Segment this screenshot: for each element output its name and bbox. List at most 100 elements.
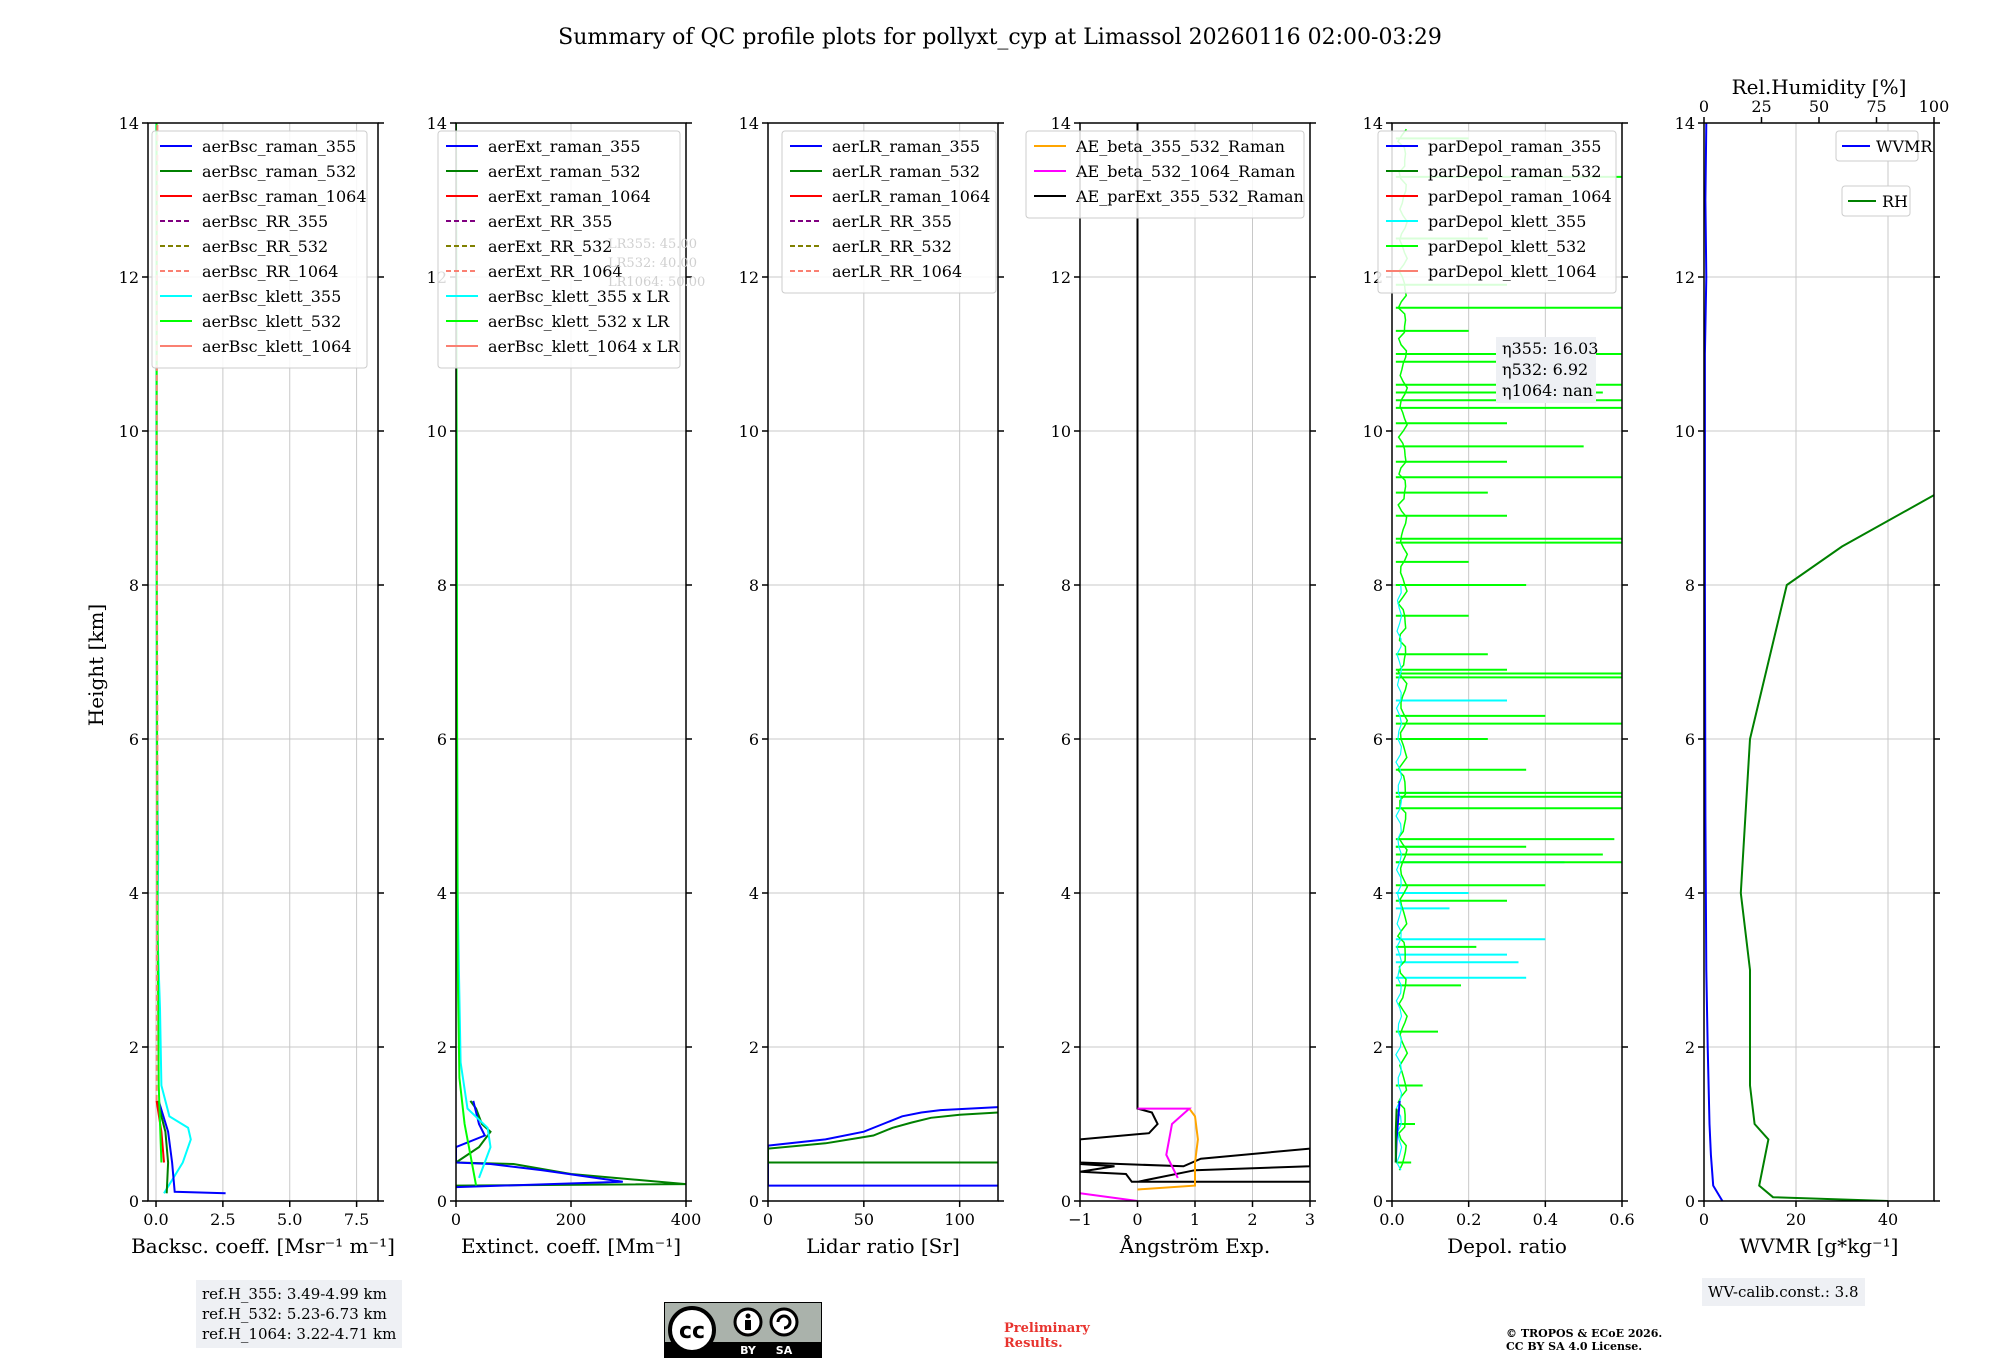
legend-label-aerLR_raman_1064: aerLR_raman_1064 bbox=[832, 187, 990, 206]
legend-angstrom: AE_beta_355_532_Raman AE_beta_532_1064_Ra… bbox=[1025, 130, 1305, 219]
frame-depol bbox=[1391, 122, 1623, 1202]
legend-label-aerLR_RR_355: aerLR_RR_355 bbox=[832, 212, 952, 231]
x-tick-label: 0.2 bbox=[1456, 1210, 1481, 1229]
wv-calibration-box: WV-calib.const.: 3.8 bbox=[1702, 1278, 1865, 1306]
frame-lidar_ratio bbox=[767, 122, 999, 1202]
y-tick-label: 14 bbox=[1363, 114, 1383, 133]
y-tick-label: 0 bbox=[437, 1192, 447, 1211]
y-tick-label: 14 bbox=[1675, 114, 1695, 133]
legend-label-AE_parExt_355_532_Raman: AE_parExt_355_532_Raman bbox=[1075, 187, 1304, 206]
y-tick-label: 14 bbox=[427, 114, 447, 133]
series-line-aerExt_raman_532 bbox=[456, 1100, 686, 1187]
y-tick-label: 6 bbox=[1685, 730, 1695, 749]
legend-label-aerBsc_klett_355 x LR: aerBsc_klett_355 x LR bbox=[488, 287, 670, 306]
cc-license-logo: cc BY SA bbox=[664, 1302, 822, 1358]
x-tick-label: 50 bbox=[854, 1210, 874, 1229]
svg-text:cc: cc bbox=[679, 1319, 705, 1344]
x-tick-label: 2 bbox=[1247, 1210, 1257, 1229]
depol-532-baseline bbox=[1396, 128, 1409, 1171]
cc-by-text: BY bbox=[740, 1344, 757, 1357]
y-tick-label: 2 bbox=[1061, 1038, 1071, 1057]
legend-label-aerExt_RR_355: aerExt_RR_355 bbox=[488, 212, 612, 231]
legend-label-parDepol_klett_532: parDepol_klett_532 bbox=[1428, 237, 1586, 256]
panel-lidar_ratio: 0 2 4 6 8 10 12 14 0 50 100 Lidar ratio [Sr] aerLR_r… bbox=[739, 114, 1004, 1258]
y-tick-label: 0 bbox=[1373, 1192, 1383, 1211]
series-line-AE_beta_532_1064_Raman bbox=[1137, 1107, 1192, 1179]
depol-355-baseline bbox=[1395, 584, 1403, 1171]
legend-label-parDepol_klett_355: parDepol_klett_355 bbox=[1428, 212, 1586, 231]
lr-annotation-0: LR355: 45.00 bbox=[608, 237, 697, 252]
legend-label-aerExt_RR_532: aerExt_RR_532 bbox=[488, 237, 612, 256]
y-tick-label: 2 bbox=[129, 1038, 139, 1057]
legend-label-AE_beta_532_1064_Raman: AE_beta_532_1064_Raman bbox=[1075, 162, 1295, 181]
top-x-tick-label: 100 bbox=[1919, 97, 1950, 116]
legend-box bbox=[1025, 130, 1305, 219]
top-x-tick-label: 75 bbox=[1866, 97, 1886, 116]
depol-spikes bbox=[1395, 128, 1622, 1171]
y-tick-label: 6 bbox=[437, 730, 447, 749]
lr-annotation-1: LR532: 40.00 bbox=[608, 256, 697, 271]
y-tick-label: 0 bbox=[1061, 1192, 1071, 1211]
y-tick-label: 12 bbox=[1675, 268, 1695, 287]
legend-box bbox=[1377, 130, 1617, 294]
y-tick-label: 8 bbox=[1685, 576, 1695, 595]
copyright-line-1: © TROPOS & ECoE 2026. bbox=[1506, 1327, 1663, 1340]
series-depol bbox=[1394, 1100, 1401, 1163]
y-tick-label: 0 bbox=[749, 1192, 759, 1211]
series-extinction bbox=[456, 123, 686, 1189]
x-axis-label-extinction: Extinct. coeff. [Mm⁻¹] bbox=[461, 1234, 681, 1258]
legend-label-aerBsc_raman_1064: aerBsc_raman_1064 bbox=[202, 187, 367, 206]
series-backscatter bbox=[155, 123, 226, 1195]
legend-label-parDepol_raman_355: parDepol_raman_355 bbox=[1428, 137, 1601, 156]
y-tick-label: 4 bbox=[1061, 884, 1071, 903]
x-tick-label: 200 bbox=[556, 1210, 587, 1229]
legend-label-parDepol_klett_1064: parDepol_klett_1064 bbox=[1428, 262, 1597, 281]
legend-label-aerBsc_klett_532 x LR: aerBsc_klett_532 x LR bbox=[488, 312, 670, 331]
x-tick-label: 7.5 bbox=[344, 1210, 369, 1229]
legend-label-RH: RH bbox=[1882, 192, 1908, 211]
y-tick-label: 2 bbox=[437, 1038, 447, 1057]
series-angstrom bbox=[1080, 123, 1310, 1201]
series-line-aerBsc_klett_532 bbox=[155, 123, 163, 1163]
frame-wvmr bbox=[1703, 122, 1935, 1202]
legend-label-aerLR_RR_1064: aerLR_RR_1064 bbox=[832, 262, 962, 281]
x-axis-label-lidar_ratio: Lidar ratio [Sr] bbox=[806, 1234, 960, 1258]
y-tick-label: 14 bbox=[1051, 114, 1071, 133]
x-axis-label-wvmr: WVMR [g*kg⁻¹] bbox=[1740, 1234, 1899, 1258]
y-tick-label: 10 bbox=[1363, 422, 1383, 441]
x-tick-label: 0 bbox=[763, 1210, 773, 1229]
y-tick-label: 12 bbox=[119, 268, 139, 287]
series-line-RH bbox=[1739, 494, 1934, 1201]
y-tick-label: 10 bbox=[427, 422, 447, 441]
copyright-note: © TROPOS & ECoE 2026. CC BY SA 4.0 Licen… bbox=[1506, 1327, 1662, 1353]
legend-label-AE_beta_355_532_Raman: AE_beta_355_532_Raman bbox=[1075, 137, 1285, 156]
series-line-aerLR_raman_355 bbox=[768, 1106, 998, 1187]
wv-calibration-text: WV-calib.const.: 3.8 bbox=[1708, 1283, 1859, 1301]
x-tick-label: 0.4 bbox=[1533, 1210, 1558, 1229]
preliminary-results-note: Preliminary Results. bbox=[1004, 1321, 1090, 1351]
ref-height-1064: ref.H_1064: 3.22-4.71 km bbox=[202, 1325, 397, 1343]
series-line-WVMR bbox=[1704, 123, 1724, 1201]
series-line-aerBsc_raman_355 bbox=[157, 1100, 226, 1195]
eta-annotation-1: η532: 6.92 bbox=[1502, 360, 1588, 379]
legend-label-parDepol_raman_532: parDepol_raman_532 bbox=[1428, 162, 1601, 181]
y-tick-label: 10 bbox=[1051, 422, 1071, 441]
legend-box bbox=[151, 130, 368, 369]
eta-annotation-0: η355: 16.03 bbox=[1502, 339, 1598, 358]
x-tick-label: 40 bbox=[1878, 1210, 1898, 1229]
x-tick-label: 0.0 bbox=[143, 1210, 168, 1229]
x-axis-label-backscatter: Backsc. coeff. [Msr⁻¹ m⁻¹] bbox=[131, 1234, 395, 1258]
legend-label-aerBsc_raman_355: aerBsc_raman_355 bbox=[202, 137, 356, 156]
series-line-aerLR_raman_532 bbox=[768, 1111, 998, 1164]
y-tick-label: 2 bbox=[1373, 1038, 1383, 1057]
y-tick-label: 2 bbox=[1685, 1038, 1695, 1057]
ref-height-532: ref.H_532: 5.23-6.73 km bbox=[202, 1305, 387, 1323]
legend-box bbox=[437, 130, 681, 369]
y-tick-label: 6 bbox=[1373, 730, 1383, 749]
legend-label-aerLR_RR_532: aerLR_RR_532 bbox=[832, 237, 952, 256]
y-tick-label: 2 bbox=[749, 1038, 759, 1057]
legend-label-parDepol_raman_1064: parDepol_raman_1064 bbox=[1428, 187, 1612, 206]
top-x-tick-label: 0 bbox=[1699, 97, 1709, 116]
top-axis-label: Rel.Humidity [%] bbox=[1732, 75, 1907, 99]
